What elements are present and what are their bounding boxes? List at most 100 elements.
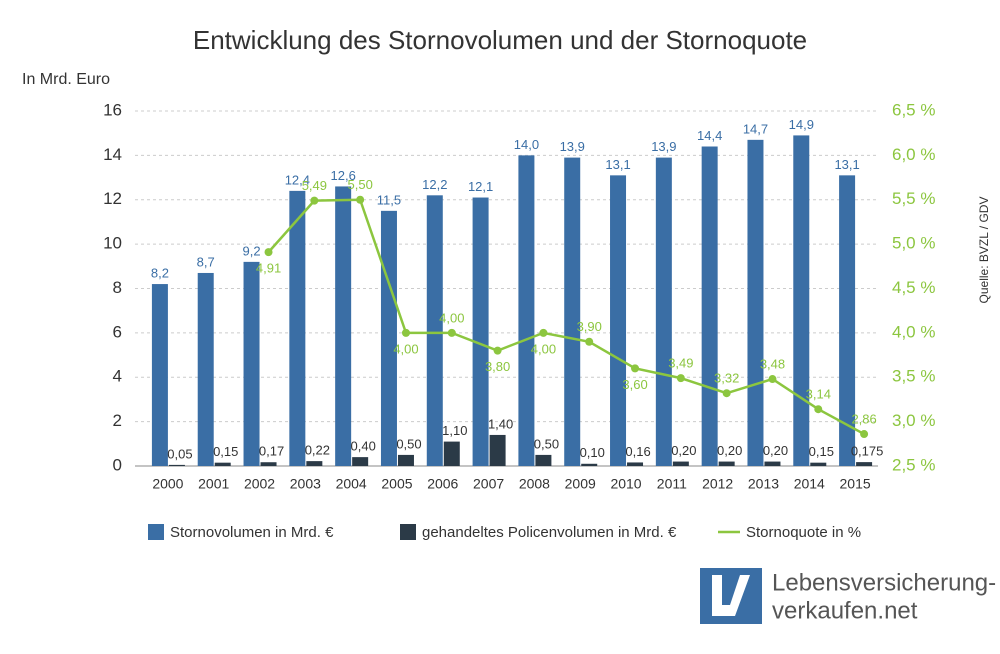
value-label: 0,50 [534,436,559,451]
bar [793,135,810,466]
point [264,248,273,257]
bar [380,210,397,466]
value-label: 0,15 [213,444,238,459]
x-tick-label: 2015 [840,476,871,492]
y2-tick-label: 2,5 % [892,455,935,474]
bar [535,454,552,466]
value-label: 8,2 [151,266,169,281]
y-tick-label: 10 [103,234,122,253]
value-label: 1,10 [442,423,467,438]
bar [627,462,644,466]
x-tick-label: 2006 [427,476,458,492]
bar [168,464,185,466]
y2-tick-label: 5,0 % [892,234,935,253]
bar [306,461,323,466]
value-label: 4,00 [439,310,464,325]
value-label: 3,14 [806,387,831,402]
y2-tick-label: 5,5 % [892,189,935,208]
x-tick-label: 2000 [152,476,183,492]
x-tick-label: 2014 [794,476,825,492]
value-label: 13,9 [651,139,676,154]
value-label: 0,20 [671,443,696,458]
x-tick-label: 2008 [519,476,550,492]
bar [655,157,672,466]
bar [564,157,581,466]
logo-mark [712,575,750,616]
y2-tick-label: 3,5 % [892,367,935,386]
value-label: 14,9 [789,117,814,132]
value-label: 5,49 [302,178,327,193]
x-tick-label: 2013 [748,476,779,492]
point [447,328,456,337]
value-label: 13,1 [834,157,859,172]
y2-tick-label: 4,5 % [892,278,935,297]
value-label: 0,50 [396,436,421,451]
bar [443,441,460,466]
point [539,328,548,337]
bar [764,461,781,466]
value-label: 12,1 [468,179,493,194]
x-tick-label: 2011 [657,476,687,492]
y-axis-label: In Mrd. Euro [22,71,110,88]
bar [243,261,260,466]
y-tick-label: 14 [103,145,122,164]
value-label: 12,6 [331,168,356,183]
bar [489,434,506,466]
x-tick-label: 2012 [702,476,733,492]
bar [581,463,598,466]
point [356,195,365,204]
bar [197,272,214,466]
value-label: 1,40 [488,416,513,431]
value-label: 12,4 [285,172,310,187]
value-label: 0,15 [809,444,834,459]
legend-label: Stornovolumen in Mrd. € [170,524,334,541]
value-label: 3,80 [485,359,510,374]
bar [518,155,535,466]
point [722,389,731,398]
x-tick-label: 2010 [610,476,641,492]
value-label: 3,90 [577,319,602,334]
value-label: 0,175 [851,444,884,459]
value-label: 0,20 [763,443,788,458]
bar [810,462,827,466]
value-label: 2,86 [851,411,876,426]
value-label: 4,91 [256,261,281,276]
point [768,375,777,384]
y-tick-label: 6 [113,322,122,341]
bar [289,190,306,466]
value-label: 13,1 [605,157,630,172]
line [267,198,865,436]
logo-text: Lebensversicherung- [772,569,996,596]
chart-title: Entwicklung des Stornovolumen und der St… [193,25,807,55]
bar [151,284,168,466]
bar [260,462,277,466]
bar [856,462,873,466]
y2-tick-label: 3,0 % [892,411,935,430]
value-label: 3,48 [760,356,785,371]
value-label: 4,00 [531,341,556,356]
x-tick-label: 2007 [473,476,504,492]
point [814,405,823,414]
point [585,337,594,346]
value-label: 0,22 [305,443,330,458]
y-tick-label: 12 [103,189,122,208]
legend-label: gehandeltes Policenvolumen in Mrd. € [422,524,677,541]
value-label: 14,4 [697,128,722,143]
bar [610,175,627,466]
bar [214,462,231,466]
value-label: 12,2 [422,177,447,192]
y2-tick-label: 4,0 % [892,322,935,341]
y-tick-label: 2 [113,411,122,430]
y-tick-label: 8 [113,278,122,297]
x-tick-label: 2005 [381,476,412,492]
bar [747,139,764,466]
value-label: 3,49 [668,356,693,371]
value-label: 9,2 [242,243,260,258]
legend-swatch [400,524,416,540]
point [676,374,685,383]
value-label: 14,7 [743,121,768,136]
x-tick-label: 2009 [565,476,596,492]
legend-label: Stornoquote in % [746,524,861,541]
y-tick-label: 16 [103,100,122,119]
x-tick-label: 2002 [244,476,275,492]
